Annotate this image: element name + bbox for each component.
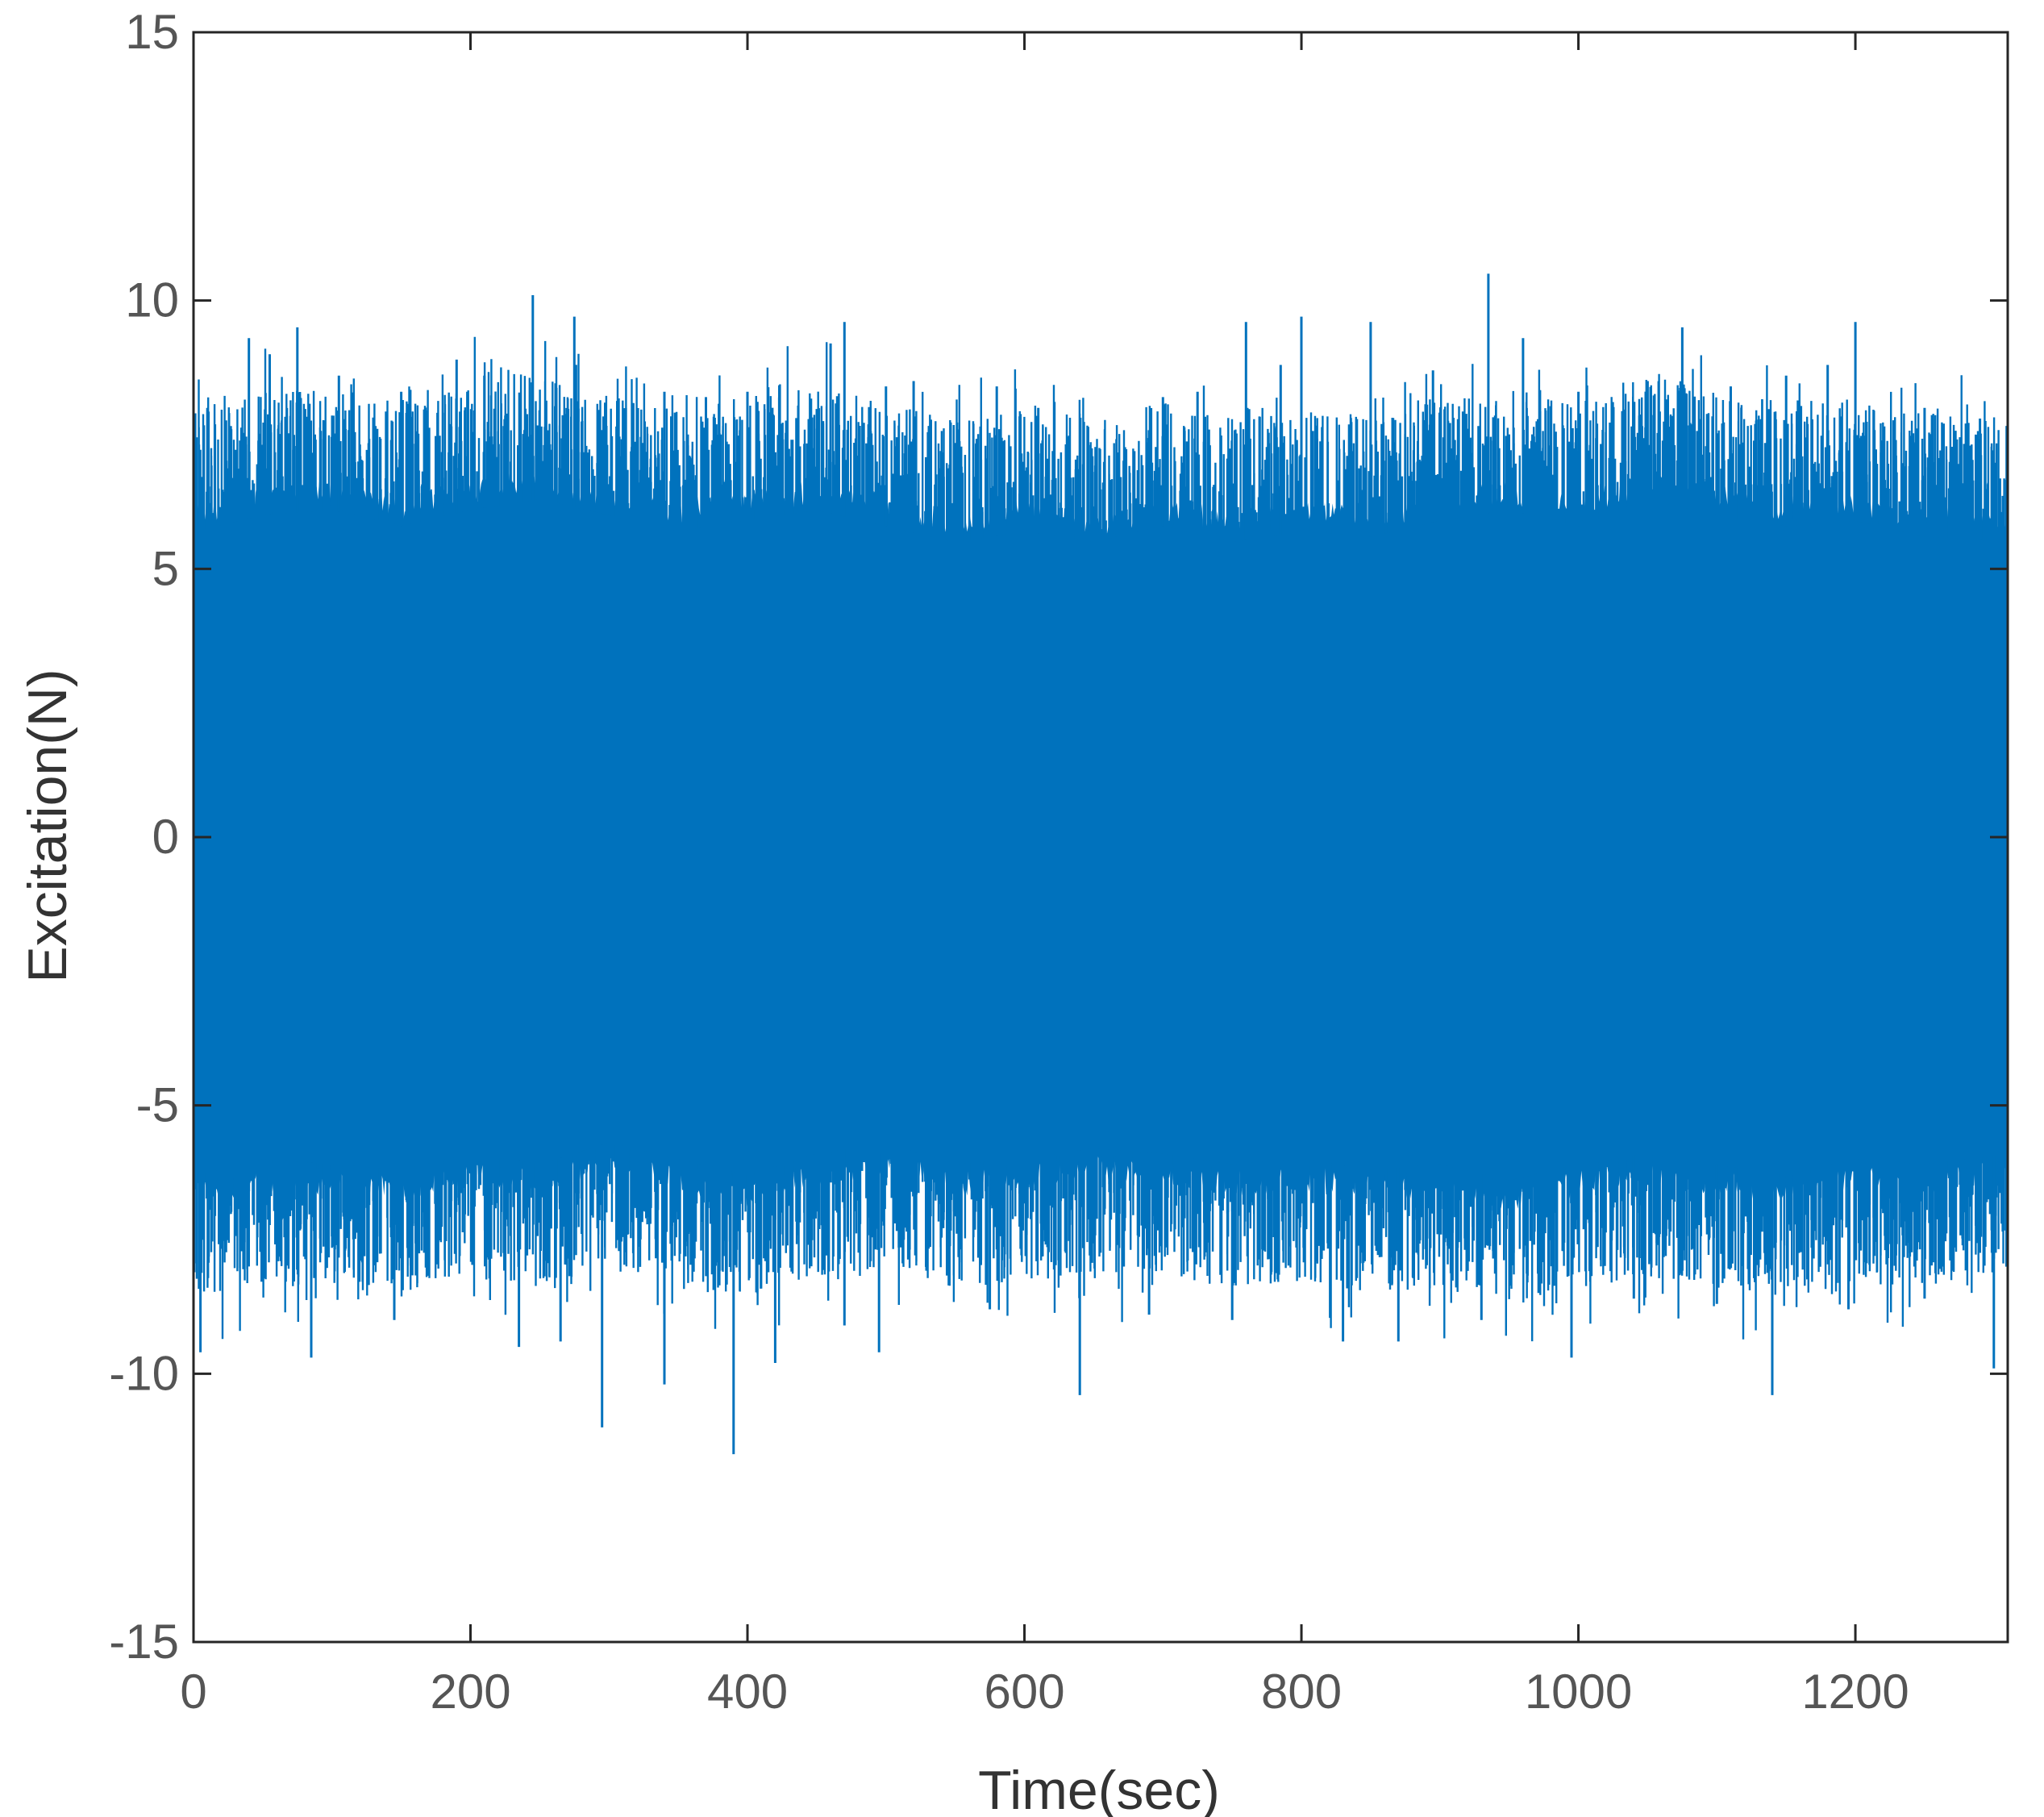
x-tick-label: 400	[707, 1665, 788, 1719]
y-tick-label: 5	[152, 541, 179, 595]
x-tick-label: 1000	[1525, 1665, 1632, 1719]
x-axis-label: Time(sec)	[978, 1760, 1220, 1817]
x-tick-label: 1200	[1801, 1665, 1909, 1719]
signal-fuzz	[193, 336, 2009, 1342]
y-tick-label: 10	[125, 273, 179, 327]
y-axis-label: Excitation(N)	[17, 669, 78, 982]
signal-core	[194, 469, 2008, 1211]
plot-area	[193, 32, 2009, 1642]
x-tick-label: 0	[180, 1665, 206, 1719]
y-tick-label: -15	[109, 1615, 179, 1669]
x-tick-label: 200	[430, 1665, 510, 1719]
x-tick-label: 600	[984, 1665, 1064, 1719]
y-tick-label: -10	[109, 1346, 179, 1400]
y-tick-label: 15	[125, 5, 179, 59]
x-tick-label: 800	[1261, 1665, 1342, 1719]
axis-ticks: 0 200 400 600 800 1000 1200 -15 -10 -5 0 5 10 15	[109, 5, 2009, 1719]
y-tick-label: 0	[152, 810, 179, 864]
y-tick-label: -5	[136, 1078, 179, 1132]
